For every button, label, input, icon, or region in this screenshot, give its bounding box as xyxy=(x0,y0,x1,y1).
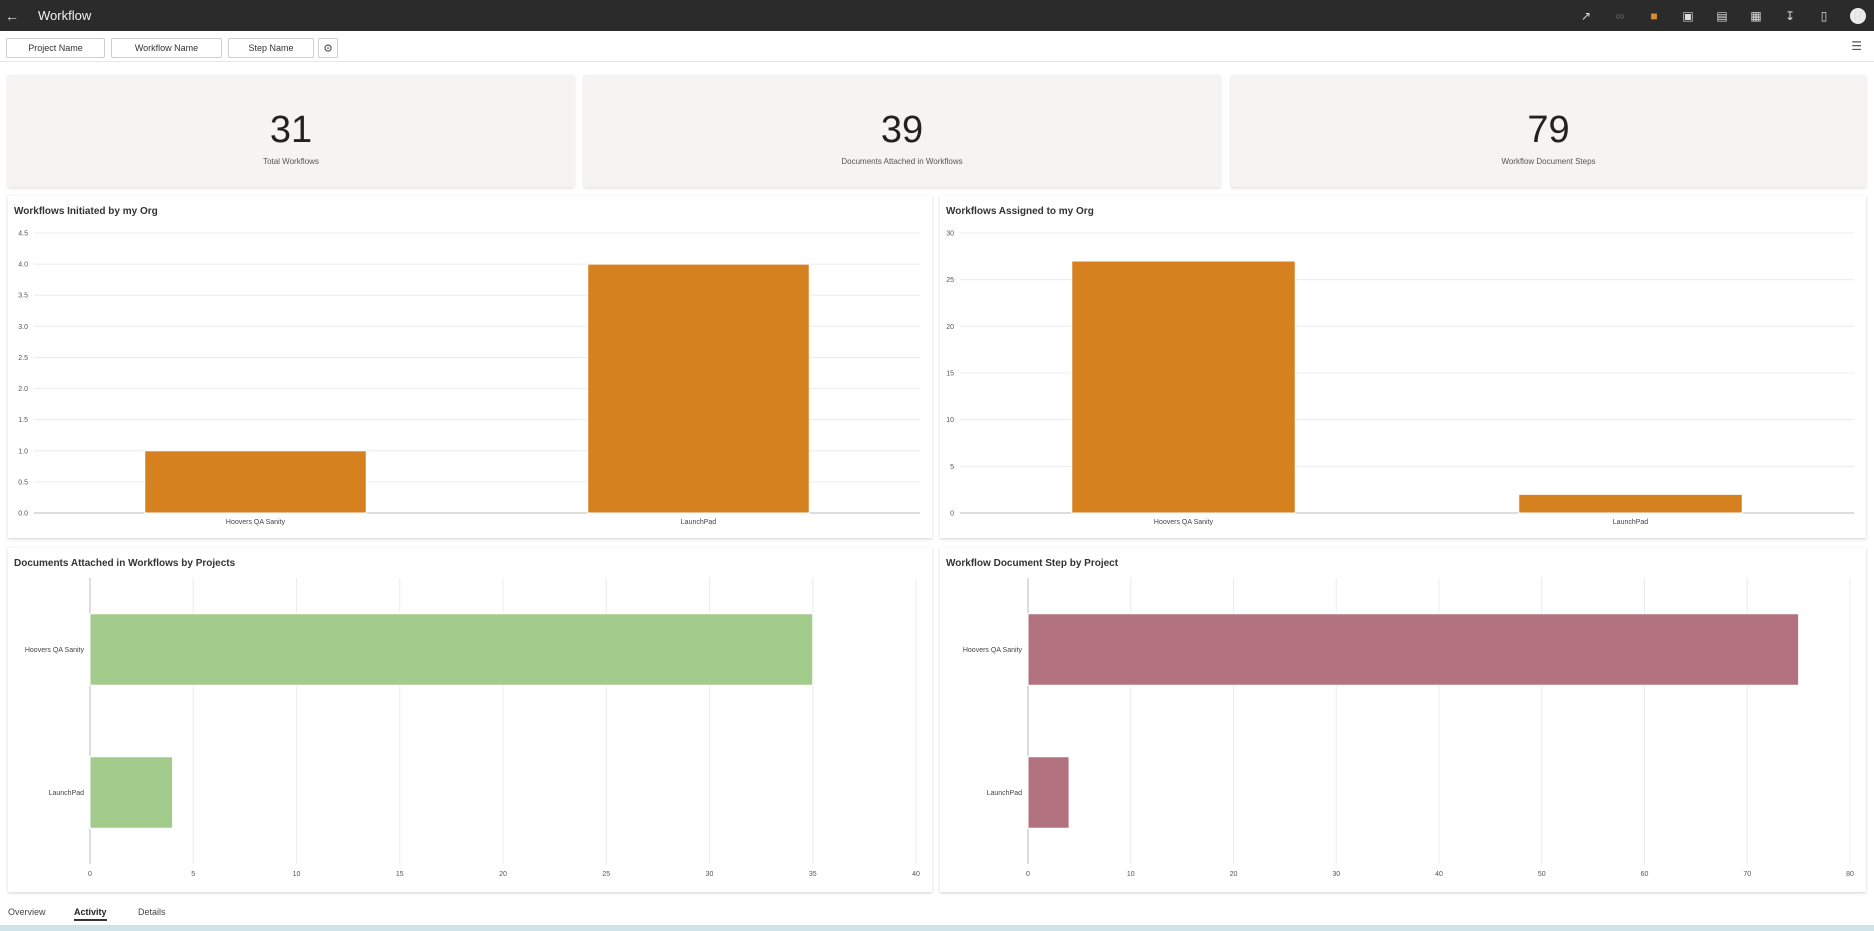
x-tick-label: 0 xyxy=(88,871,92,878)
project-name-filter[interactable]: Project Name xyxy=(6,38,105,58)
chart-title: Documents Attached in Workflows by Proje… xyxy=(14,558,236,569)
x-tick-label: 20 xyxy=(499,871,507,878)
x-tick-label: 60 xyxy=(1641,871,1649,878)
x-category-label: Hoovers QA Sanity xyxy=(226,519,286,526)
y-tick-label: 25 xyxy=(946,277,954,284)
step-name-filter[interactable]: Step Name xyxy=(228,38,314,58)
y-tick-label: 2.5 xyxy=(18,355,28,362)
x-tick-label: 5 xyxy=(191,871,195,878)
kpi-label: Workflow Document Steps xyxy=(1501,157,1596,166)
kpi-label: Total Workflows xyxy=(263,157,319,166)
avatar[interactable]: R xyxy=(1850,7,1866,24)
monitor-icon[interactable]: ▣ xyxy=(1682,8,1694,23)
x-tick-label: 10 xyxy=(293,871,301,878)
x-tick-label: 10 xyxy=(1127,871,1135,878)
download-icon[interactable]: ↧ xyxy=(1784,8,1796,23)
y-category-label: LaunchPad xyxy=(987,790,1023,797)
tab-details[interactable]: Details xyxy=(138,907,166,917)
y-tick-label: 4.5 xyxy=(18,231,28,238)
chart-title: Workflows Assigned to my Org xyxy=(946,206,1094,217)
workflow-name-filter[interactable]: Workflow Name xyxy=(111,38,222,58)
kpi-total-workflows: 31 Total Workflows xyxy=(8,75,574,187)
tab-overview[interactable]: Overview xyxy=(8,907,46,917)
y-tick-label: 2.0 xyxy=(18,386,28,393)
status-strip xyxy=(0,925,1874,931)
kpi-document-steps: 79 Workflow Document Steps xyxy=(1231,75,1866,187)
y-tick-label: 0.5 xyxy=(18,479,28,486)
x-tick-label: 50 xyxy=(1538,871,1546,878)
y-category-label: Hoovers QA Sanity xyxy=(963,647,1023,654)
chart-documents-by-project: Documents Attached in Workflows by Proje… xyxy=(8,548,932,892)
app-header: ← Workflow ↗ ∞ ■ ▣ ▤ ▦ ↧ ▯ R xyxy=(0,0,1874,31)
x-tick-label: 40 xyxy=(912,871,920,878)
chart-workflows-initiated: Workflows Initiated by my Org 0.0 0.5 1.0 1… xyxy=(8,196,932,538)
bar xyxy=(1027,756,1070,829)
back-arrow-icon[interactable]: ← xyxy=(5,7,19,24)
kpi-label: Documents Attached in Workflows xyxy=(841,157,963,166)
bar xyxy=(1518,493,1743,514)
y-tick-label: 1.5 xyxy=(18,417,28,424)
x-category-label: Hoovers QA Sanity xyxy=(1154,519,1214,526)
chart-title: Workflows Initiated by my Org xyxy=(14,206,158,217)
x-category-label: LaunchPad xyxy=(1613,519,1649,526)
x-tick-label: 30 xyxy=(706,871,714,878)
bar xyxy=(1027,613,1800,686)
toolbar-icons: ↗ ∞ ■ ▣ ▤ ▦ ↧ ▯ R xyxy=(1578,0,1866,31)
y-tick-label: 3.5 xyxy=(18,293,28,300)
x-tick-label: 25 xyxy=(602,871,610,878)
y-tick-label: 5 xyxy=(950,464,954,471)
filter-bar: Project Name Workflow Name Step Name ⚙ ☰ xyxy=(0,31,1874,62)
chart-canvas: 0.0 0.5 1.0 1.5 2.0 2.5 3.0 3.5 4.0 4.5 Hoovers QA… xyxy=(18,231,920,526)
y-tick-label: 20 xyxy=(946,324,954,331)
y-tick-label: 0.0 xyxy=(18,511,28,518)
x-tick-label: 35 xyxy=(809,871,817,878)
chart-canvas: 0 5 10 15 20 25 30 Hoovers QA Sanity LaunchPad xyxy=(946,231,1854,526)
chart-workflows-assigned: Workflows Assigned to my Org 0 5 10 15 20 25 3… xyxy=(940,196,1866,538)
bar xyxy=(89,613,814,686)
kpi-value: 39 xyxy=(880,109,924,151)
x-tick-label: 80 xyxy=(1846,871,1854,878)
y-category-label: Hoovers QA Sanity xyxy=(25,647,85,654)
x-tick-label: 0 xyxy=(1026,871,1030,878)
y-tick-label: 3.0 xyxy=(18,324,28,331)
tab-activity[interactable]: Activity xyxy=(74,907,107,921)
y-tick-label: 4.0 xyxy=(18,262,28,269)
x-tick-label: 20 xyxy=(1230,871,1238,878)
bottom-tabs: Overview Activity Details xyxy=(0,901,1874,925)
bar xyxy=(587,263,810,514)
save-icon[interactable]: ▯ xyxy=(1820,8,1828,23)
x-tick-label: 40 xyxy=(1435,871,1443,878)
filter-panel-icon[interactable]: ☰ xyxy=(1851,39,1862,53)
filter-settings-icon[interactable]: ⚙ xyxy=(318,38,338,58)
x-category-label: LaunchPad xyxy=(681,519,717,526)
chart-canvas: 0 10 20 30 40 50 60 70 80 Hoovers QA Sanity Launch… xyxy=(963,578,1854,878)
bar xyxy=(144,450,367,514)
link-icon[interactable]: ∞ xyxy=(1615,8,1625,23)
x-tick-label: 70 xyxy=(1743,871,1751,878)
y-category-label: LaunchPad xyxy=(49,790,85,797)
x-tick-label: 30 xyxy=(1332,871,1340,878)
chart-title: Workflow Document Step by Project xyxy=(946,558,1119,569)
kpi-value: 79 xyxy=(1527,109,1570,151)
bar xyxy=(89,756,174,829)
y-tick-label: 10 xyxy=(946,417,954,424)
y-tick-label: 15 xyxy=(946,371,954,378)
calendar-icon[interactable]: ▦ xyxy=(1750,8,1762,23)
chart-document-step-by-project: Workflow Document Step by Project 0 10 20 3… xyxy=(940,548,1866,892)
kpi-documents-attached: 39 Documents Attached in Workflows xyxy=(584,75,1220,187)
y-tick-label: 1.0 xyxy=(18,448,28,455)
y-tick-label: 0 xyxy=(950,511,954,518)
share-icon[interactable]: ↗ xyxy=(1580,8,1592,23)
chart-canvas: 0 5 10 15 20 25 30 35 40 Hoovers QA Sanity LaunchP… xyxy=(25,578,920,878)
page-title: Workflow xyxy=(38,8,92,23)
bar xyxy=(1071,260,1296,514)
comment-icon[interactable]: ▤ xyxy=(1716,8,1728,23)
bookmark-icon[interactable]: ■ xyxy=(1650,8,1658,23)
kpi-value: 31 xyxy=(269,109,313,151)
x-tick-label: 15 xyxy=(396,871,404,878)
y-tick-label: 30 xyxy=(946,231,954,238)
